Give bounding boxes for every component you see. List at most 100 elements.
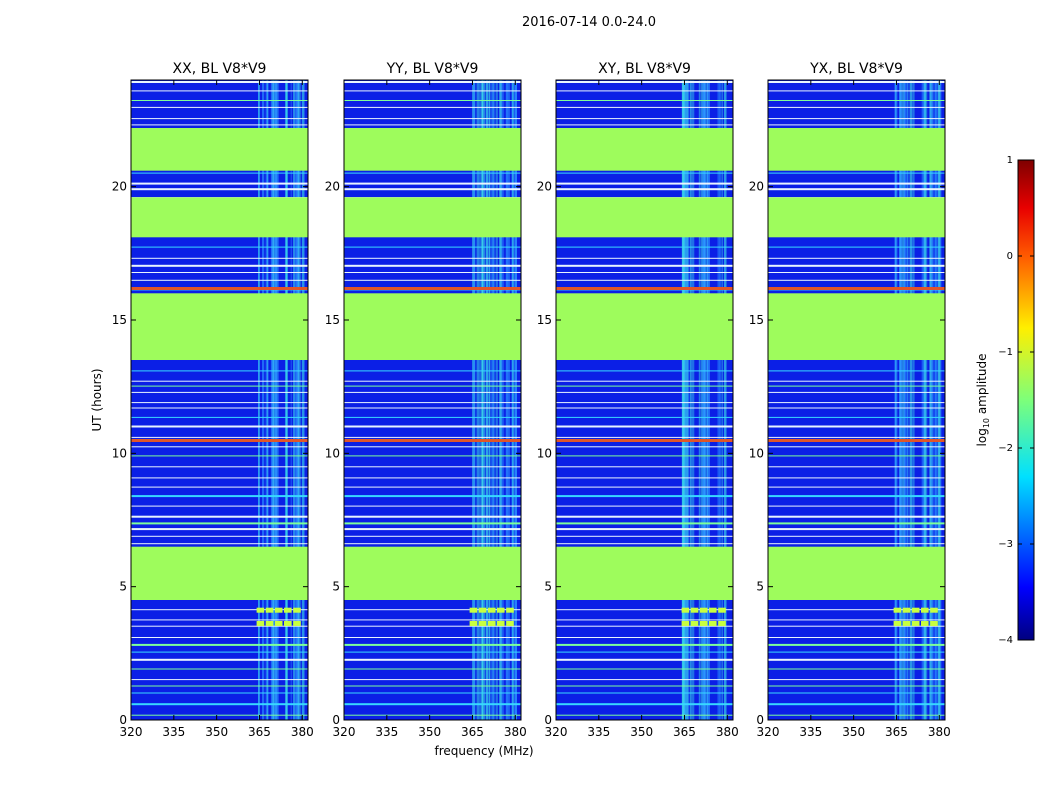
- time-line: [344, 668, 521, 670]
- time-line: [556, 416, 733, 418]
- rfi-streak: [934, 80, 938, 720]
- rfi-streak: [479, 80, 483, 720]
- flagged-band: [344, 128, 521, 171]
- time-line: [556, 391, 733, 393]
- time-line: [768, 100, 945, 101]
- time-line: [768, 658, 945, 661]
- time-line: [344, 246, 521, 248]
- rfi-streak: [931, 80, 934, 720]
- y-tick-label: 10: [112, 446, 127, 460]
- time-line: [768, 402, 945, 404]
- time-line: [556, 124, 733, 126]
- time-line: [344, 81, 521, 83]
- rfi-streak: [481, 80, 484, 720]
- time-line: [131, 172, 308, 174]
- rfi-streak: [905, 80, 909, 720]
- time-line: [344, 643, 521, 646]
- x-tick-label: 350: [842, 725, 865, 739]
- rfi-streak: [686, 80, 689, 720]
- time-line: [344, 685, 521, 687]
- rfi-streak: [505, 80, 509, 720]
- time-line: [131, 685, 308, 687]
- time-line: [131, 272, 308, 273]
- rfi-streak: [921, 80, 923, 720]
- rfi-streak: [512, 80, 514, 720]
- time-line: [556, 528, 733, 531]
- time-line: [131, 528, 308, 531]
- time-line: [556, 703, 733, 706]
- flagged-band: [556, 197, 733, 238]
- x-tick-label: 320: [545, 725, 568, 739]
- time-line: [768, 188, 945, 191]
- time-line: [344, 385, 521, 387]
- time-line: [344, 637, 521, 638]
- time-line: [131, 106, 308, 108]
- rfi-streak: [930, 80, 932, 720]
- y-tick-label: 0: [544, 713, 552, 727]
- time-line: [556, 380, 733, 382]
- time-line: [556, 643, 733, 646]
- rfi-streak: [266, 80, 269, 720]
- rfi-burst: [487, 621, 496, 626]
- colorbar-tick-label: −1: [998, 347, 1013, 358]
- time-line: [768, 90, 945, 92]
- time-line: [344, 625, 521, 627]
- time-line: [131, 100, 308, 101]
- time-line: [556, 619, 733, 621]
- x-tick-label: 320: [757, 725, 780, 739]
- y-tick-label: 20: [112, 180, 127, 194]
- rfi-burst: [265, 607, 274, 613]
- time-line: [344, 692, 521, 694]
- time-line: [556, 100, 733, 101]
- time-line: [556, 370, 733, 372]
- time-line: [344, 535, 521, 537]
- time-line: [768, 407, 945, 409]
- y-tick-label: 5: [544, 580, 552, 594]
- time-line: [344, 528, 521, 531]
- rfi-burst: [293, 607, 301, 613]
- panel-title: XY, BL V8*V9: [598, 61, 691, 77]
- rfi-burst: [911, 621, 920, 626]
- flagged-band: [768, 546, 945, 600]
- rfi-streak: [690, 80, 692, 720]
- strong-line: [131, 287, 308, 290]
- time-line: [131, 692, 308, 694]
- time-line: [556, 279, 733, 281]
- rfi-burst: [902, 621, 911, 626]
- time-line: [344, 477, 521, 479]
- rfi-streak: [682, 80, 685, 720]
- rfi-streak: [294, 80, 297, 720]
- time-line: [768, 679, 945, 681]
- rfi-burst: [506, 621, 514, 626]
- rfi-burst: [921, 621, 929, 626]
- rfi-burst: [274, 607, 283, 613]
- x-tick-label: 335: [799, 725, 822, 739]
- y-axis-label: UT (hours): [90, 368, 104, 431]
- rfi-burst: [893, 607, 902, 613]
- rfi-streak: [273, 80, 276, 720]
- rfi-streak: [724, 80, 727, 720]
- y-tick-label: 20: [749, 180, 764, 194]
- time-line: [344, 100, 521, 101]
- time-line: [131, 380, 308, 382]
- rfi-streak: [923, 80, 926, 720]
- rfi-streak: [492, 80, 495, 720]
- time-line: [556, 182, 733, 185]
- time-line: [768, 668, 945, 670]
- y-tick-label: 5: [332, 580, 340, 594]
- flagged-band: [344, 546, 521, 600]
- time-line: [768, 436, 945, 438]
- flagged-band: [556, 128, 733, 171]
- time-line: [768, 391, 945, 393]
- time-line: [344, 402, 521, 404]
- x-tick-label: 320: [333, 725, 356, 739]
- time-line: [556, 81, 733, 83]
- rfi-burst: [930, 621, 938, 626]
- time-line: [556, 455, 733, 457]
- rfi-burst: [699, 621, 708, 626]
- time-line: [344, 486, 521, 488]
- panel-frame: [130, 79, 309, 721]
- rfi-burst: [487, 607, 496, 613]
- time-line: [344, 264, 521, 267]
- x-axis-label: frequency (MHz): [434, 744, 533, 758]
